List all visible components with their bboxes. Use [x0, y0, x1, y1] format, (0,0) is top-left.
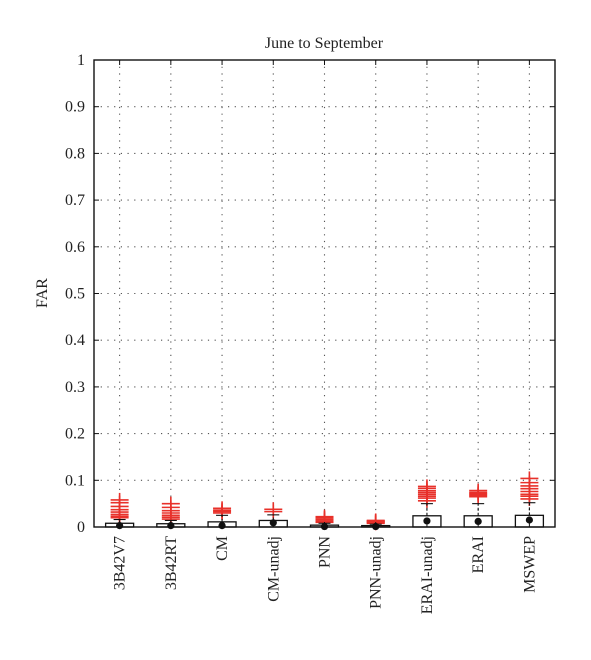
x-axis-ticks: 3B42V7 3B42RT CM CM-unadj PNN PNN-unadj ERAI-u… [112, 60, 538, 614]
x-tick-label: CM-unadj [265, 536, 282, 602]
box-erai [463, 483, 493, 528]
x-tick-label: 3B42V7 [112, 536, 129, 590]
y-tick-label: 0 [77, 519, 85, 536]
y-tick-label: 0.2 [65, 426, 85, 443]
x-tick-label: ERAI-unadj [419, 536, 436, 614]
y-axis-label: FAR [34, 278, 51, 308]
y-tick-label: 0.9 [65, 99, 85, 116]
box-erai-unadj [412, 479, 442, 528]
plot-frame [93, 59, 556, 528]
y-tick-label: 0.7 [65, 192, 85, 209]
y-tick-label: 1 [77, 52, 85, 69]
y-tick-label: 0.6 [65, 239, 85, 256]
median-marker [525, 516, 533, 524]
box-pnn-unadj [361, 513, 391, 531]
x-tick-label: 3B42RT [163, 536, 180, 590]
y-tick-label: 0.5 [65, 286, 85, 303]
x-tick-label: PNN [317, 536, 334, 568]
median-marker [474, 517, 482, 525]
chart-title: June to September [265, 35, 384, 52]
box-mswep [514, 471, 545, 528]
y-axis-ticks: 0 0.1 0.2 0.3 0.4 0.5 0.6 0.7 0.8 0.9 1 [65, 52, 555, 536]
x-tick-label: PNN-unadj [368, 536, 385, 609]
x-tick-label: MSWEP [521, 536, 538, 593]
y-tick-label: 0.4 [65, 332, 85, 349]
y-tick-label: 0.3 [65, 379, 85, 396]
box-plots [104, 471, 545, 531]
median-marker [423, 517, 431, 525]
x-tick-label: ERAI [470, 536, 487, 573]
y-tick-label: 0.1 [65, 472, 85, 489]
grid-lines [94, 60, 555, 527]
x-tick-label: CM [214, 536, 231, 561]
y-tick-label: 0.8 [65, 145, 85, 162]
